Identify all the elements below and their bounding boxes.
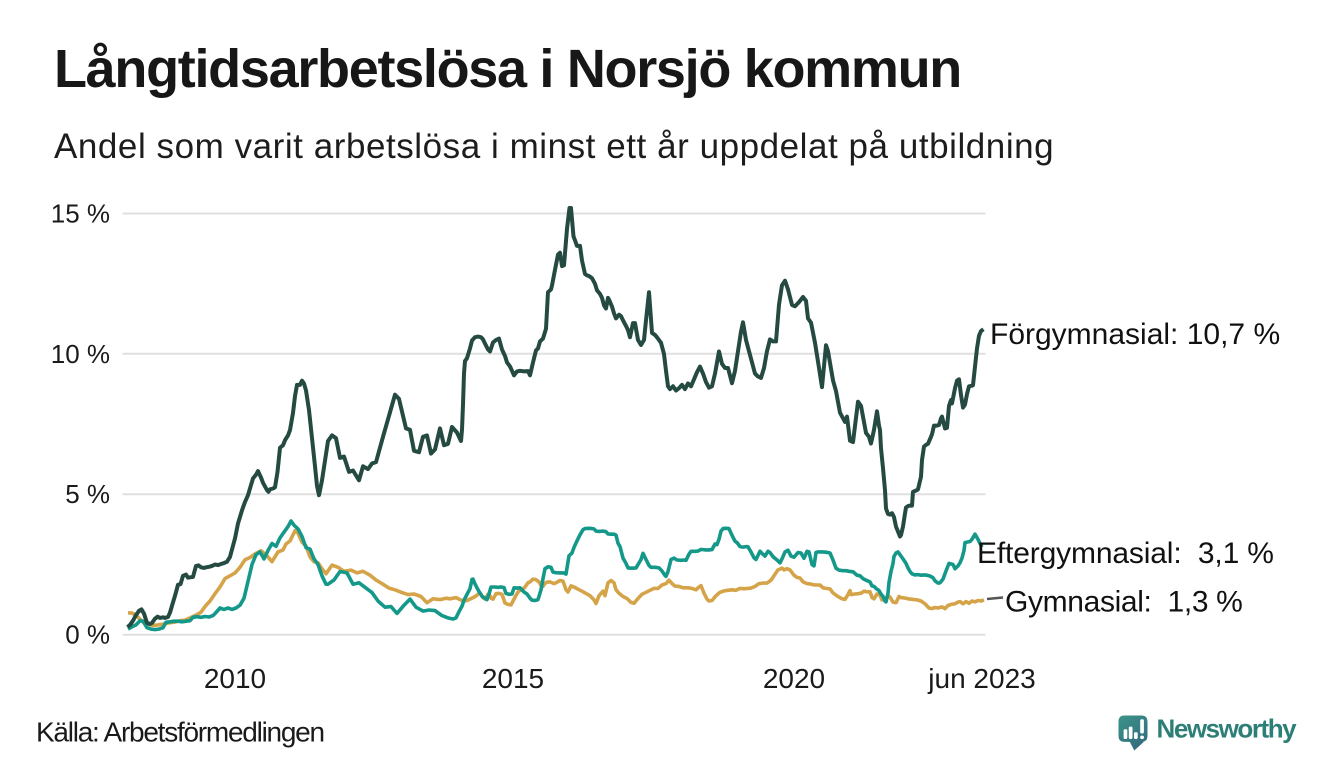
svg-text:Gymnasial: 1,3 %: Gymnasial: 1,3 % [1005, 586, 1242, 619]
svg-text:2015: 2015 [482, 663, 544, 694]
svg-text:jun 2023: jun 2023 [927, 663, 1035, 694]
svg-text:2020: 2020 [763, 663, 825, 694]
svg-text:5 %: 5 % [65, 479, 110, 509]
svg-text:Långtidsarbetslösa i Norsjö ko: Långtidsarbetslösa i Norsjö kommun [54, 39, 961, 99]
svg-text:Förgymnasial: 10,7 %: Förgymnasial: 10,7 % [990, 318, 1280, 351]
svg-text:10 %: 10 % [51, 339, 110, 369]
svg-text:Newsworthy: Newsworthy [1157, 714, 1298, 744]
svg-text:Eftergymnasial: 3,1 %: Eftergymnasial: 3,1 % [977, 537, 1274, 570]
svg-text:15 %: 15 % [51, 199, 110, 229]
svg-text:2010: 2010 [204, 663, 266, 694]
svg-text:Andel som varit arbetslösa i m: Andel som varit arbetslösa i minst ett å… [54, 127, 1054, 166]
svg-text:Källa: Arbetsförmedlingen: Källa: Arbetsförmedlingen [36, 717, 324, 748]
svg-text:0 %: 0 % [65, 620, 110, 650]
